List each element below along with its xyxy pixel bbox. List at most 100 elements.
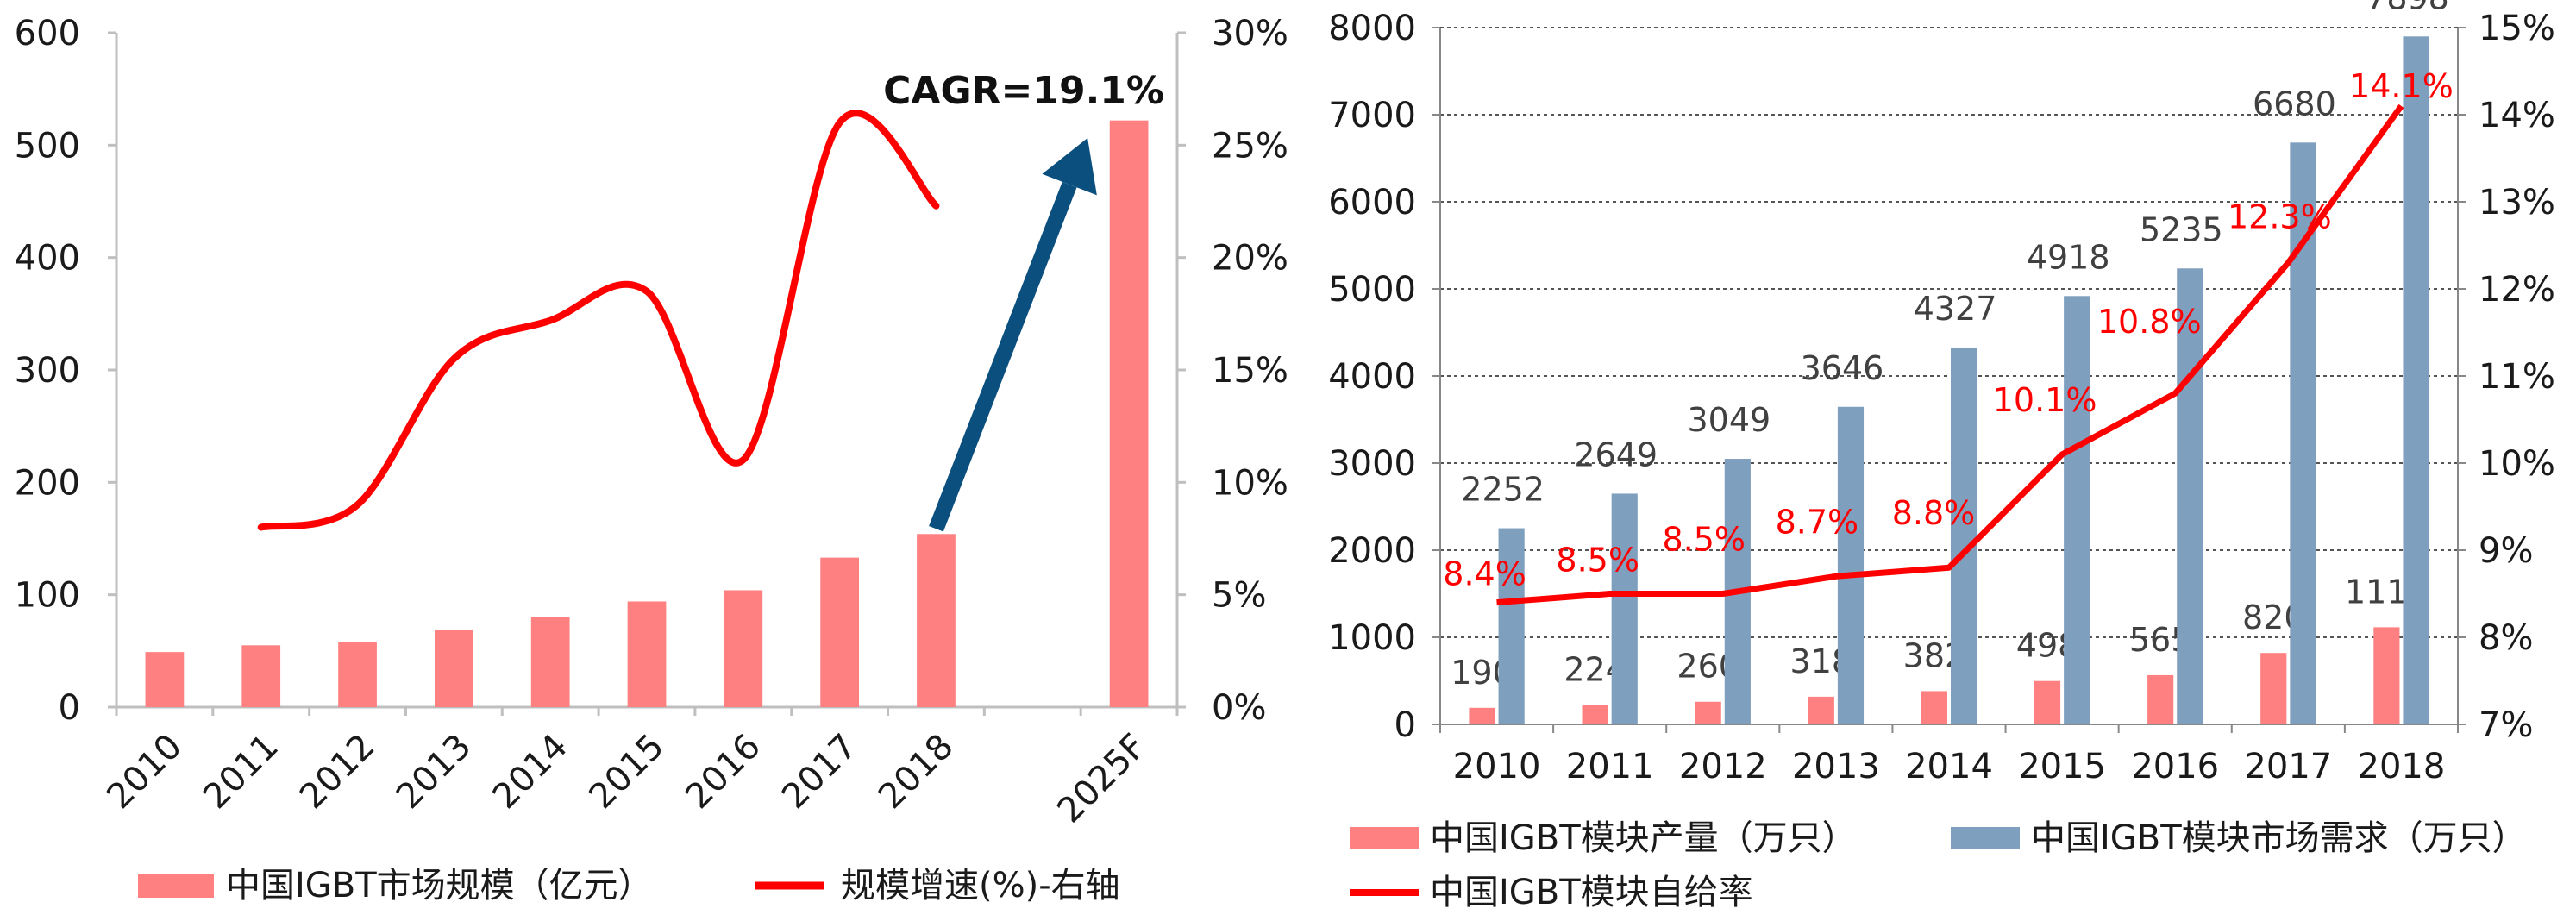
- x-tick-label: 2012: [1679, 747, 1767, 786]
- x-tick-label: 2016: [2131, 747, 2219, 786]
- demand-bar: [1837, 406, 1865, 724]
- left-y-tick-label: 6000: [1328, 183, 1416, 222]
- cagr-arrow-head: [1042, 138, 1097, 196]
- market-size-bar: [338, 642, 377, 707]
- self-sufficiency-data-label: 8.7%: [1776, 503, 1859, 541]
- market-size-bar: [145, 652, 185, 707]
- left-y-tick-label: 7000: [1328, 96, 1416, 135]
- right-y-tick-label: 7%: [2479, 705, 2533, 745]
- right-y-tick-label: 30%: [1212, 14, 1288, 53]
- demand-data-label: 7898: [2366, 0, 2449, 16]
- production-bar: [2260, 653, 2287, 724]
- right-y-tick-label: 15%: [1212, 351, 1288, 391]
- left-y-tick-label: 100: [15, 576, 80, 616]
- production-bar: [1808, 696, 1834, 724]
- market-size-bar: [435, 630, 473, 707]
- x-tick-label: 2011: [1566, 747, 1654, 786]
- left-y-tick-label: 1000: [1328, 618, 1416, 658]
- legend-label-production: 中国IGBT模块产量（万只）: [1430, 818, 1857, 858]
- left-y-tick-label: 200: [15, 463, 80, 503]
- x-tick-label: 2018: [871, 727, 962, 818]
- x-tick-label: 2014: [486, 727, 576, 818]
- left-y-tick-label: 500: [15, 126, 80, 166]
- legend-label-market-size: 中国IGBT市场规模（亿元）: [226, 866, 653, 905]
- demand-bar: [1611, 493, 1638, 724]
- market-size-bar: [917, 534, 956, 707]
- left-y-tick-label: 0: [1395, 705, 1416, 745]
- right-y-tick-label: 5%: [1212, 576, 1266, 616]
- x-tick-label: 2017: [774, 727, 865, 818]
- market-size-bar: [820, 557, 859, 707]
- x-tick-label: 2016: [678, 727, 768, 818]
- demand-bar: [2064, 296, 2090, 724]
- x-tick-label: 2025F: [1050, 727, 1154, 831]
- production-bar: [2034, 680, 2061, 724]
- left-y-tick-label: 600: [15, 14, 80, 53]
- x-tick-label: 2013: [389, 727, 479, 818]
- left-y-tick-label: 2000: [1328, 531, 1416, 571]
- self-sufficiency-line: [1496, 103, 2404, 606]
- demand-data-label: 3646: [1801, 349, 1884, 387]
- demand-data-label: 3049: [1687, 401, 1771, 439]
- demand-bar: [2177, 268, 2203, 724]
- demand-data-label: 2649: [1574, 435, 1658, 473]
- left-y-tick-label: 8000: [1328, 9, 1416, 48]
- growth-rate-line: [257, 110, 940, 531]
- production-bar: [1582, 705, 1608, 724]
- cagr-arrow-shaft: [929, 181, 1077, 532]
- left-y-tick-label: 5000: [1328, 270, 1416, 310]
- x-tick-label: 2012: [292, 727, 383, 818]
- x-tick-label: 2017: [2244, 747, 2332, 786]
- market-size-bar: [1109, 120, 1149, 707]
- right-y-tick-label: 12%: [2479, 270, 2555, 310]
- self-sufficiency-data-label: 8.5%: [1556, 542, 1639, 580]
- x-tick-label: 2011: [196, 727, 286, 818]
- x-tick-label: 2013: [1792, 747, 1880, 786]
- left-y-tick-label: 0: [59, 688, 80, 728]
- self-sufficiency-data-label: 10.8%: [2097, 303, 2202, 341]
- legend-label-demand: 中国IGBT模块市场需求（万只）: [2031, 818, 2527, 858]
- right-y-tick-label: 20%: [1212, 239, 1288, 279]
- demand-data-label: 6680: [2253, 85, 2336, 122]
- production-bar: [2147, 674, 2174, 724]
- production-bar: [1695, 701, 1721, 724]
- production-bar: [1469, 707, 1495, 724]
- right-y-tick-label: 13%: [2479, 183, 2555, 222]
- market-size-bar: [530, 617, 570, 707]
- legend-swatch-market-size: [138, 874, 214, 898]
- right-y-tick-label: 14%: [2479, 96, 2555, 135]
- demand-data-label: 2252: [1461, 471, 1545, 509]
- demand-bar: [2403, 36, 2429, 724]
- production-bar: [1921, 691, 1947, 724]
- right-y-tick-label: 10%: [1212, 463, 1288, 503]
- self-sufficiency-data-label: 12.3%: [2228, 198, 2332, 236]
- right-y-tick-label: 25%: [1212, 126, 1288, 166]
- market-size-bar: [241, 645, 281, 707]
- right-y-tick-label: 10%: [2479, 444, 2555, 484]
- x-tick-label: 2018: [2358, 747, 2446, 786]
- legend-label-self-sufficiency: 中国IGBT模块自给率: [1430, 873, 1753, 912]
- right-y-tick-label: 11%: [2479, 357, 2555, 397]
- left-y-tick-label: 4000: [1328, 357, 1416, 397]
- cagr-annotation: CAGR=19.1%: [883, 69, 1164, 113]
- left-y-tick-label: 400: [15, 239, 80, 279]
- x-tick-label: 2014: [1905, 747, 1993, 786]
- demand-data-label: 5235: [2140, 210, 2223, 248]
- demand-bar: [1951, 347, 1977, 724]
- left-y-tick-label: 3000: [1328, 444, 1416, 484]
- self-sufficiency-data-label: 8.4%: [1443, 555, 1526, 593]
- self-sufficiency-data-label: 10.1%: [1993, 381, 2097, 419]
- x-tick-label: 2010: [99, 727, 190, 818]
- market-size-bar: [724, 590, 763, 707]
- market-size-bar: [627, 601, 667, 707]
- self-sufficiency-data-label: 8.8%: [1892, 494, 1976, 532]
- x-tick-label: 2015: [2018, 747, 2106, 786]
- self-sufficiency-data-label: 8.5%: [1663, 521, 1746, 559]
- demand-data-label: 4918: [2027, 238, 2110, 276]
- legend-swatch-demand: [1951, 827, 2020, 849]
- x-tick-label: 2010: [1453, 747, 1541, 786]
- x-tick-label: 2015: [582, 727, 673, 818]
- right-y-tick-label: 0%: [1212, 688, 1266, 728]
